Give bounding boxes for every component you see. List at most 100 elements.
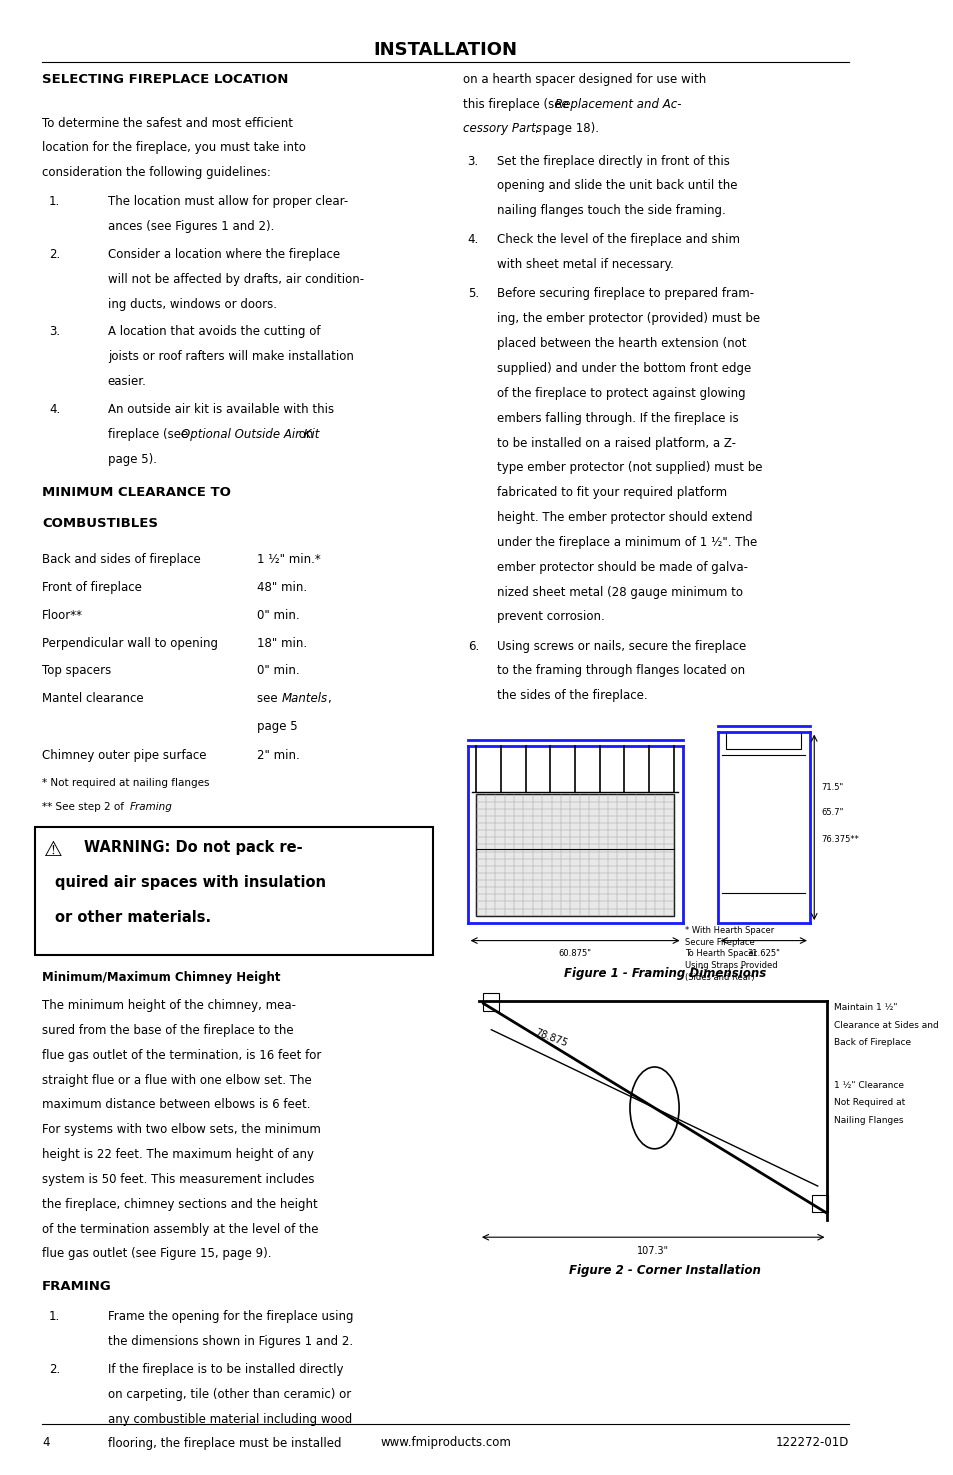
Text: Minimum/Maximum Chimney Height: Minimum/Maximum Chimney Height <box>42 971 280 984</box>
Text: of the fireplace to protect against glowing: of the fireplace to protect against glow… <box>497 386 744 400</box>
Text: quired air spaces with insulation: quired air spaces with insulation <box>55 875 326 889</box>
Text: any combustible material including wood: any combustible material including wood <box>108 1413 352 1425</box>
Text: Figure 1 - Framing Dimensions: Figure 1 - Framing Dimensions <box>563 968 765 979</box>
Text: 1 ½" min.*: 1 ½" min.* <box>256 553 320 566</box>
Text: location for the fireplace, you must take into: location for the fireplace, you must tak… <box>42 142 306 155</box>
Text: Perpendicular wall to opening: Perpendicular wall to opening <box>42 637 218 649</box>
Text: 107.3": 107.3" <box>637 1246 669 1257</box>
Text: maximum distance between elbows is 6 feet.: maximum distance between elbows is 6 fee… <box>42 1099 311 1111</box>
Text: flue gas outlet of the termination, is 16 feet for: flue gas outlet of the termination, is 1… <box>42 1049 321 1062</box>
Text: * Not required at nailing flanges: * Not required at nailing flanges <box>42 779 210 789</box>
Text: Top spacers: Top spacers <box>42 664 112 677</box>
Text: Using Straps Provided: Using Straps Provided <box>684 962 777 971</box>
Text: Frame the opening for the fireplace using: Frame the opening for the fireplace usin… <box>108 1310 353 1323</box>
Text: or other materials.: or other materials. <box>55 910 212 925</box>
Text: ** See step 2 of: ** See step 2 of <box>42 802 127 811</box>
Text: prevent corrosion.: prevent corrosion. <box>497 611 603 624</box>
Text: this fireplace (see: this fireplace (see <box>463 97 572 111</box>
Text: sured from the base of the fireplace to the: sured from the base of the fireplace to … <box>42 1024 294 1037</box>
Text: height. The ember protector should extend: height. The ember protector should exten… <box>497 510 751 524</box>
Text: Figure 2 - Corner Installation: Figure 2 - Corner Installation <box>569 1264 760 1276</box>
Text: If the fireplace is to be installed directly: If the fireplace is to be installed dire… <box>108 1363 343 1376</box>
Text: Floor**: Floor** <box>42 609 83 622</box>
Text: 3.: 3. <box>467 155 478 168</box>
Bar <box>812 1195 827 1212</box>
Text: The minimum height of the chimney, mea-: The minimum height of the chimney, mea- <box>42 999 295 1012</box>
Text: 1.: 1. <box>49 1310 60 1323</box>
Text: 1.: 1. <box>49 195 60 208</box>
Text: with sheet metal if necessary.: with sheet metal if necessary. <box>497 258 673 271</box>
Text: 122272-01D: 122272-01D <box>775 1435 848 1448</box>
Text: Mantels: Mantels <box>281 692 328 705</box>
Text: 6.: 6. <box>467 640 478 652</box>
Text: www.fmiproducts.com: www.fmiproducts.com <box>380 1435 511 1448</box>
Text: flooring, the fireplace must be installed: flooring, the fireplace must be installe… <box>108 1437 341 1450</box>
Text: to the framing through flanges located on: to the framing through flanges located o… <box>497 664 744 677</box>
Text: cessory Parts: cessory Parts <box>463 122 541 136</box>
Text: Replacement and Ac-: Replacement and Ac- <box>555 97 681 111</box>
Text: MINIMUM CLEARANCE TO: MINIMUM CLEARANCE TO <box>42 487 231 499</box>
Text: To determine the safest and most efficient: To determine the safest and most efficie… <box>42 117 293 130</box>
Text: Back and sides of fireplace: Back and sides of fireplace <box>42 553 200 566</box>
Text: 5.: 5. <box>467 288 478 301</box>
Text: the dimensions shown in Figures 1 and 2.: the dimensions shown in Figures 1 and 2. <box>108 1335 353 1348</box>
Text: Chimney outer pipe surface: Chimney outer pipe surface <box>42 749 207 763</box>
Text: page 5).: page 5). <box>108 453 156 466</box>
Text: ances (see Figures 1 and 2).: ances (see Figures 1 and 2). <box>108 220 274 233</box>
Text: Optional Outside Air Kit: Optional Outside Air Kit <box>180 428 318 441</box>
Text: the sides of the fireplace.: the sides of the fireplace. <box>497 689 646 702</box>
Text: 71.5": 71.5" <box>821 783 842 792</box>
Text: of the termination assembly at the level of the: of the termination assembly at the level… <box>42 1223 318 1236</box>
Text: Not Required at: Not Required at <box>834 1099 904 1108</box>
Text: on carpeting, tile (other than ceramic) or: on carpeting, tile (other than ceramic) … <box>108 1388 351 1401</box>
Text: 2" min.: 2" min. <box>256 749 299 763</box>
Text: supplied) and under the bottom front edge: supplied) and under the bottom front edg… <box>497 361 750 375</box>
Text: 1 ½" Clearance: 1 ½" Clearance <box>834 1081 903 1090</box>
Text: Consider a location where the fireplace: Consider a location where the fireplace <box>108 248 339 261</box>
Text: 31.625": 31.625" <box>746 950 780 959</box>
Text: 76.375**: 76.375** <box>821 835 859 844</box>
Text: Secure Fireplace: Secure Fireplace <box>684 938 754 947</box>
Text: page 5: page 5 <box>256 720 297 733</box>
Text: ,: , <box>327 692 331 705</box>
Text: ing ducts, windows or doors.: ing ducts, windows or doors. <box>108 298 276 311</box>
Text: the fireplace, chimney sections and the height: the fireplace, chimney sections and the … <box>42 1198 317 1211</box>
Text: ⚠: ⚠ <box>44 839 63 860</box>
Text: 18" min.: 18" min. <box>256 637 307 649</box>
Text: type ember protector (not supplied) must be: type ember protector (not supplied) must… <box>497 462 761 475</box>
Text: straight flue or a flue with one elbow set. The: straight flue or a flue with one elbow s… <box>42 1074 312 1087</box>
Text: 3.: 3. <box>49 326 60 338</box>
Text: will not be affected by drafts, air condition-: will not be affected by drafts, air cond… <box>108 273 364 286</box>
Text: consideration the following guidelines:: consideration the following guidelines: <box>42 167 271 178</box>
Text: ing, the ember protector (provided) must be: ing, the ember protector (provided) must… <box>497 313 759 326</box>
Text: 65.7": 65.7" <box>821 808 842 817</box>
Text: Clearance at Sides and: Clearance at Sides and <box>834 1021 938 1030</box>
Text: FRAMING: FRAMING <box>42 1280 112 1292</box>
Text: fireplace (see: fireplace (see <box>108 428 192 441</box>
Text: WARNING: Do not pack re-: WARNING: Do not pack re- <box>84 839 302 856</box>
Text: 0" min.: 0" min. <box>256 609 299 622</box>
Text: to be installed on a raised platform, a Z-: to be installed on a raised platform, a … <box>497 437 735 450</box>
Text: Set the fireplace directly in front of this: Set the fireplace directly in front of t… <box>497 155 729 168</box>
Text: joists or roof rafters will make installation: joists or roof rafters will make install… <box>108 350 354 363</box>
Text: For systems with two elbow sets, the minimum: For systems with two elbow sets, the min… <box>42 1124 320 1136</box>
Text: 78.875: 78.875 <box>533 1027 569 1049</box>
Text: A location that avoids the cutting of: A location that avoids the cutting of <box>108 326 320 338</box>
Text: 60.875": 60.875" <box>558 950 591 959</box>
Text: see: see <box>256 692 281 705</box>
Text: opening and slide the unit back until the: opening and slide the unit back until th… <box>497 180 737 192</box>
Text: 2.: 2. <box>49 248 60 261</box>
FancyBboxPatch shape <box>35 826 433 956</box>
Text: SELECTING FIREPLACE LOCATION: SELECTING FIREPLACE LOCATION <box>42 72 288 86</box>
Text: Back of Fireplace: Back of Fireplace <box>834 1038 911 1047</box>
Text: 0" min.: 0" min. <box>256 664 299 677</box>
Text: under the fireplace a minimum of 1 ½". The: under the fireplace a minimum of 1 ½". T… <box>497 535 756 549</box>
Text: nailing flanges touch the side framing.: nailing flanges touch the side framing. <box>497 204 724 217</box>
Text: height is 22 feet. The maximum height of any: height is 22 feet. The maximum height of… <box>42 1148 314 1161</box>
Text: on: on <box>294 428 313 441</box>
Text: COMBUSTIBLES: COMBUSTIBLES <box>42 516 158 530</box>
Text: 2.: 2. <box>49 1363 60 1376</box>
Text: on a hearth spacer designed for use with: on a hearth spacer designed for use with <box>463 72 706 86</box>
Text: nized sheet metal (28 gauge minimum to: nized sheet metal (28 gauge minimum to <box>497 586 741 599</box>
Text: easier.: easier. <box>108 375 147 388</box>
